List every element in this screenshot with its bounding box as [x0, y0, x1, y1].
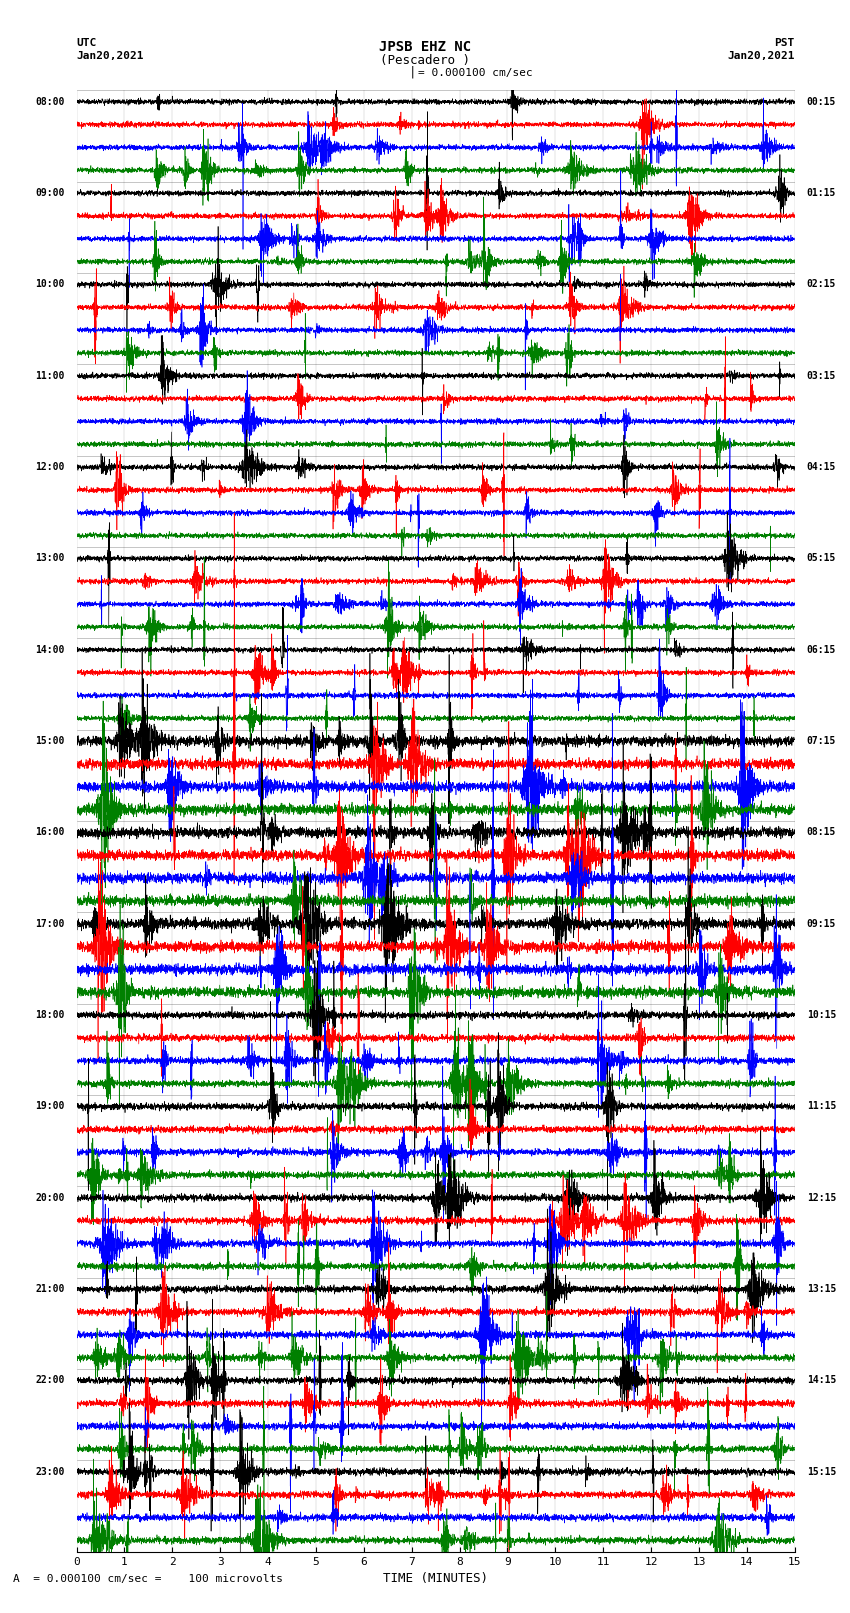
Text: Jan20,2021: Jan20,2021	[76, 52, 144, 61]
X-axis label: TIME (MINUTES): TIME (MINUTES)	[383, 1573, 488, 1586]
Text: 18:00: 18:00	[35, 1010, 65, 1019]
Text: 13:15: 13:15	[807, 1284, 836, 1294]
Text: 13:00: 13:00	[35, 553, 65, 563]
Text: 04:15: 04:15	[807, 461, 836, 473]
Text: JPSB EHZ NC: JPSB EHZ NC	[379, 40, 471, 53]
Text: 08:15: 08:15	[807, 827, 836, 837]
Text: 05:15: 05:15	[807, 553, 836, 563]
Text: 14:15: 14:15	[807, 1376, 836, 1386]
Text: 21:00: 21:00	[35, 1284, 65, 1294]
Text: 01:15: 01:15	[807, 189, 836, 198]
Text: 14:00: 14:00	[35, 645, 65, 655]
Text: 12:00: 12:00	[35, 461, 65, 473]
Text: A  = 0.000100 cm/sec =    100 microvolts: A = 0.000100 cm/sec = 100 microvolts	[13, 1574, 283, 1584]
Text: 17:00: 17:00	[35, 919, 65, 929]
Text: 00:15: 00:15	[807, 97, 836, 106]
Text: |: |	[409, 65, 416, 77]
Text: 22:00: 22:00	[35, 1376, 65, 1386]
Text: 20:00: 20:00	[35, 1192, 65, 1203]
Text: = 0.000100 cm/sec: = 0.000100 cm/sec	[418, 68, 533, 77]
Text: 16:00: 16:00	[35, 827, 65, 837]
Text: 19:00: 19:00	[35, 1102, 65, 1111]
Text: 09:15: 09:15	[807, 919, 836, 929]
Text: 09:00: 09:00	[35, 189, 65, 198]
Text: 11:15: 11:15	[807, 1102, 836, 1111]
Text: 11:00: 11:00	[35, 371, 65, 381]
Text: 10:15: 10:15	[807, 1010, 836, 1019]
Text: 06:15: 06:15	[807, 645, 836, 655]
Text: 15:15: 15:15	[807, 1466, 836, 1478]
Text: PST: PST	[774, 39, 795, 48]
Text: UTC: UTC	[76, 39, 97, 48]
Text: 23:00: 23:00	[35, 1466, 65, 1478]
Text: 02:15: 02:15	[807, 279, 836, 289]
Text: 15:00: 15:00	[35, 736, 65, 747]
Text: 08:00: 08:00	[35, 97, 65, 106]
Text: 12:15: 12:15	[807, 1192, 836, 1203]
Text: 03:15: 03:15	[807, 371, 836, 381]
Text: 07:15: 07:15	[807, 736, 836, 747]
Text: (Pescadero ): (Pescadero )	[380, 53, 470, 66]
Text: Jan20,2021: Jan20,2021	[728, 52, 795, 61]
Text: 10:00: 10:00	[35, 279, 65, 289]
